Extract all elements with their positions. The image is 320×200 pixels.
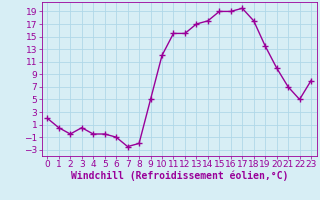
X-axis label: Windchill (Refroidissement éolien,°C): Windchill (Refroidissement éolien,°C) [70,171,288,181]
